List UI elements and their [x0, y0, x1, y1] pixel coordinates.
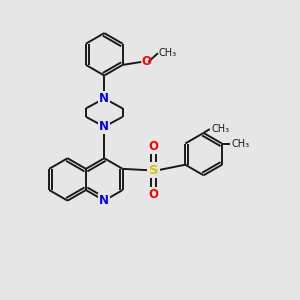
Text: S: S: [149, 164, 158, 177]
Text: O: O: [142, 56, 152, 68]
Text: O: O: [148, 188, 159, 201]
Text: N: N: [99, 92, 109, 105]
Text: N: N: [99, 120, 109, 133]
Text: N: N: [99, 194, 109, 207]
Text: CH₃: CH₃: [211, 124, 230, 134]
Text: CH₃: CH₃: [159, 47, 177, 58]
Text: CH₃: CH₃: [231, 139, 250, 148]
Text: O: O: [148, 140, 159, 153]
